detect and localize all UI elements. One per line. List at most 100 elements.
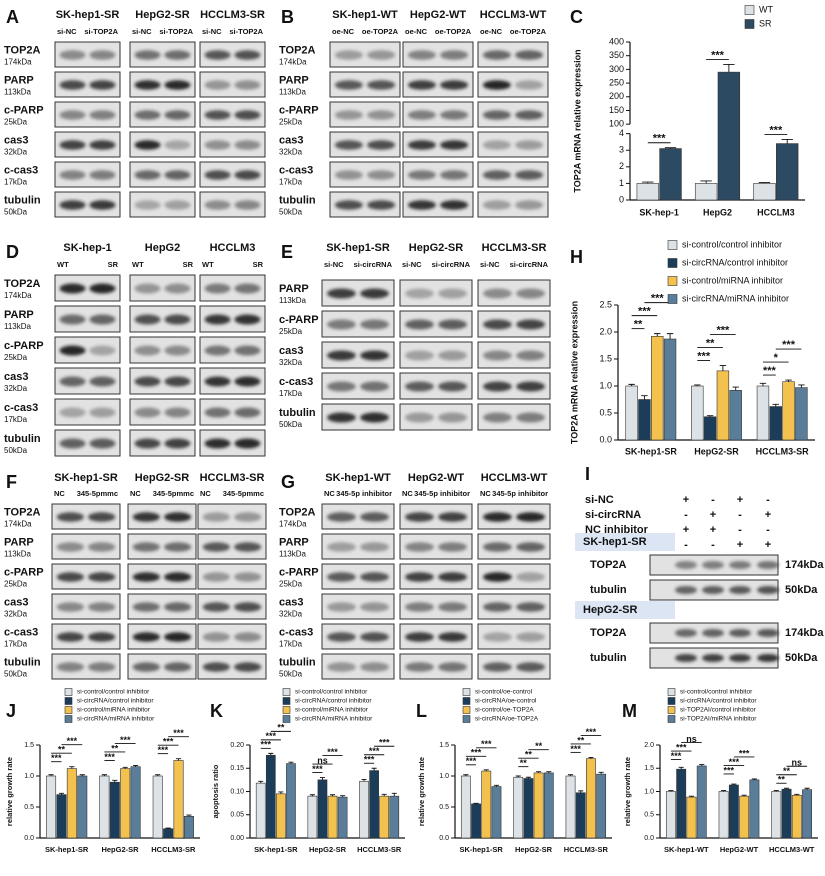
- size-label: 113kDa: [279, 549, 307, 558]
- protein-band: [202, 572, 230, 582]
- error-bar: [186, 814, 192, 817]
- protein-band: [516, 632, 545, 642]
- protein-band: [88, 662, 116, 672]
- protein-band: [407, 170, 436, 180]
- legend-swatch: [667, 258, 678, 268]
- protein-band: [334, 50, 363, 60]
- protein-band: [407, 140, 436, 150]
- significance-label: ***: [261, 740, 272, 750]
- protein-band: [438, 412, 467, 423]
- size-label: 113kDa: [4, 87, 32, 96]
- protein-band: [360, 572, 389, 582]
- y-tick-label: 0.0: [439, 835, 449, 842]
- size-label: 25kDa: [279, 117, 303, 126]
- significance-label: ns: [792, 758, 803, 768]
- legend-swatch: [64, 697, 73, 705]
- bar: [686, 796, 697, 839]
- y-tick-label: 1.5: [599, 353, 612, 363]
- protein-band: [367, 110, 396, 120]
- bar: [491, 786, 502, 839]
- protein-band: [407, 50, 436, 60]
- size-label: 174kDa: [785, 627, 824, 639]
- protein-band: [89, 438, 116, 449]
- protein-label: TOP2A: [590, 627, 627, 639]
- protein-band: [204, 170, 231, 180]
- y-tick-label: 1: [619, 178, 624, 188]
- x-tick-label: HepG2-SR: [101, 845, 139, 854]
- error-bar: [668, 790, 674, 792]
- protein-band: [59, 170, 86, 180]
- protein-band: [327, 288, 356, 299]
- protein-band: [440, 50, 469, 60]
- y-axis-label: TOP2A mRNA relative expression: [569, 301, 579, 444]
- protein-band: [56, 602, 84, 612]
- protein-band: [334, 170, 363, 180]
- protein-label: cas3: [4, 135, 28, 147]
- bar: [359, 780, 369, 839]
- protein-label: cas3: [4, 371, 28, 383]
- protein-band: [405, 512, 434, 522]
- protein-band: [483, 350, 512, 361]
- protein-band: [327, 572, 356, 582]
- protein-band: [440, 200, 469, 210]
- lane-label: oe-TOP2A: [510, 27, 547, 36]
- error-bar: [112, 779, 118, 783]
- protein-label: c-PARP: [279, 314, 319, 326]
- protein-band: [164, 632, 192, 642]
- protein-label: tubulin: [4, 657, 41, 669]
- bar: [771, 791, 782, 839]
- bar: [596, 773, 607, 839]
- y-tick-label: 0.0: [599, 434, 612, 444]
- protein-band: [516, 512, 545, 522]
- significance-label: ***: [266, 731, 277, 741]
- protein-band: [164, 80, 191, 90]
- bar: [769, 406, 782, 441]
- lane-label: 345-5pmmc: [153, 489, 194, 498]
- protein-band: [360, 662, 389, 672]
- protein-label: c-PARP: [279, 105, 319, 117]
- y-tick-label: 1.0: [599, 380, 612, 390]
- protein-label: cas3: [279, 345, 303, 357]
- y-axis-label: relative growth rate: [417, 757, 426, 826]
- panel-letter: L: [416, 701, 427, 721]
- protein-band: [360, 412, 389, 423]
- lane-label: si-TOP2A: [229, 27, 263, 36]
- y-tick-label: 0.0: [24, 835, 34, 842]
- error-bar: [641, 395, 648, 400]
- error-bar: [628, 383, 635, 386]
- protein-band: [334, 80, 363, 90]
- protein-band: [729, 629, 751, 637]
- protein-band: [702, 629, 724, 637]
- protein-band: [405, 381, 434, 392]
- group-header: HCCLM3-SR: [200, 472, 265, 484]
- protein-band: [234, 602, 262, 612]
- protein-band: [360, 542, 389, 552]
- protein-band: [56, 512, 84, 522]
- y-tick-label: 1.0: [644, 788, 654, 795]
- protein-label: c-PARP: [4, 340, 44, 352]
- y-tick-label: 0.5: [644, 812, 654, 819]
- legend-label: si-circRNA/oe-TOP2A: [475, 716, 539, 723]
- y-axis-label: TOP2A mRNA relative expression: [572, 49, 582, 192]
- bar: [795, 387, 808, 441]
- group-header: HepG2-WT: [408, 472, 465, 484]
- protein-band: [234, 376, 261, 387]
- legend-swatch: [64, 715, 73, 723]
- protein-band: [729, 654, 751, 662]
- protein-band: [89, 80, 116, 90]
- protein-band: [204, 407, 231, 418]
- lane-label: si-NC: [402, 260, 422, 269]
- protein-band: [234, 283, 261, 294]
- y-tick-label: 1.0: [439, 773, 449, 780]
- size-label: 50kDa: [4, 669, 28, 678]
- significance-label: ***: [671, 751, 682, 761]
- legend-label: si-circRNA/miRNA inhibitor: [295, 716, 373, 723]
- panel-letter: A: [6, 7, 19, 27]
- significance-label: **: [778, 775, 786, 785]
- protein-label: cas3: [279, 135, 303, 147]
- significance-label: **: [111, 743, 119, 753]
- protein-band: [234, 662, 262, 672]
- legend-swatch: [667, 240, 678, 250]
- significance-label: ***: [173, 728, 184, 738]
- lane-label: WT: [132, 260, 144, 269]
